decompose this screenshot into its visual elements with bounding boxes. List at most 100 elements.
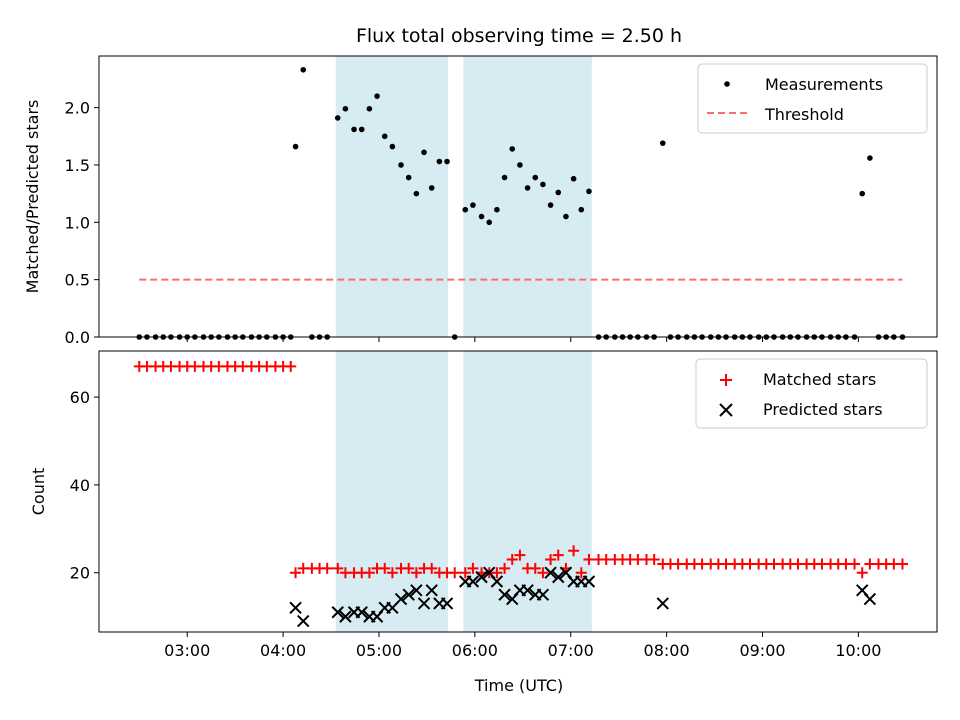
measurement-point bbox=[342, 105, 349, 112]
legend-label-predicted: Predicted stars bbox=[763, 400, 883, 419]
measurement-point bbox=[334, 115, 341, 121]
y-tick-label: 0.5 bbox=[65, 271, 90, 290]
x-tick-label: 10:00 bbox=[835, 641, 881, 660]
measurement-point bbox=[547, 202, 554, 208]
matched-stars-point bbox=[514, 549, 526, 561]
matched-stars-point bbox=[321, 562, 333, 574]
measurement-point bbox=[405, 174, 412, 181]
x-tick-label: 04:00 bbox=[260, 641, 306, 660]
count-legend-box bbox=[695, 358, 928, 429]
x-tick-label: 05:00 bbox=[356, 641, 402, 660]
measurement-point bbox=[555, 189, 562, 196]
predicted-stars-point bbox=[582, 575, 596, 588]
measurement-point bbox=[398, 162, 404, 168]
measurement-point bbox=[358, 126, 365, 133]
x-tick-label: 07:00 bbox=[548, 641, 594, 660]
matched-stars-point bbox=[290, 567, 302, 579]
measurement-point bbox=[867, 155, 873, 161]
measurement-point bbox=[421, 149, 427, 156]
measurement-point bbox=[517, 162, 523, 168]
predicted-stars-point bbox=[552, 570, 565, 584]
measurement-point bbox=[374, 93, 380, 99]
predicted-stars-point bbox=[417, 597, 431, 610]
measurement-point bbox=[563, 213, 569, 220]
measurement-point bbox=[659, 140, 666, 146]
legend-label-measurements: Measurements bbox=[765, 75, 883, 94]
measurement-point bbox=[413, 190, 420, 197]
legend-label-matched: Matched stars bbox=[763, 370, 876, 389]
legend-label-threshold: Threshold bbox=[764, 105, 844, 124]
y-tick-label: 0.0 bbox=[65, 328, 90, 347]
matched-stars-point bbox=[491, 567, 503, 579]
measurement-point bbox=[524, 185, 531, 191]
measurement-point bbox=[486, 219, 493, 226]
measurement-point bbox=[586, 188, 592, 195]
matched-stars-point bbox=[568, 545, 580, 557]
matched-stars-point bbox=[499, 562, 511, 574]
predicted-stars-point bbox=[339, 610, 352, 623]
predicted-stars-point bbox=[410, 584, 423, 597]
matched-stars-point bbox=[332, 562, 344, 574]
predicted-stars-point bbox=[475, 570, 488, 584]
matched-stars-point bbox=[856, 567, 868, 579]
legend-marker-predicted bbox=[719, 403, 733, 417]
measurement-point bbox=[578, 206, 585, 213]
x-tick-label: 08:00 bbox=[644, 641, 690, 660]
predicted-stars-point bbox=[425, 584, 438, 597]
legend-marker-matched bbox=[720, 374, 732, 386]
chart-title: Flux total observing time = 2.50 h bbox=[356, 25, 682, 47]
matched-stars-point bbox=[583, 554, 595, 566]
predicted-stars-point bbox=[394, 592, 408, 606]
y-tick-label: 2.0 bbox=[65, 99, 90, 118]
matched-stars-point bbox=[426, 562, 438, 574]
measurement-point bbox=[462, 206, 469, 213]
measurement-point bbox=[436, 158, 443, 165]
predicted-stars-point bbox=[402, 588, 415, 601]
ratio-legend-box bbox=[697, 63, 928, 134]
measurement-point bbox=[478, 213, 485, 220]
x-tick-label: 09:00 bbox=[739, 641, 785, 660]
predicted-stars-point bbox=[466, 575, 480, 588]
matched-stars-point bbox=[449, 567, 461, 579]
observing-window-band bbox=[335, 56, 449, 337]
predicted-stars-point bbox=[863, 592, 877, 606]
count-panel-frame bbox=[98, 350, 938, 633]
measurement-point bbox=[428, 185, 435, 191]
matched-stars-point bbox=[575, 567, 587, 579]
matched-stars-point bbox=[849, 558, 861, 570]
observing-window-band bbox=[463, 56, 592, 337]
measurement-point bbox=[381, 133, 388, 140]
matched-stars-point bbox=[459, 567, 471, 579]
y-tick-label: 1.5 bbox=[65, 156, 90, 175]
matched-stars-point bbox=[363, 567, 375, 579]
matched-stars-point bbox=[506, 554, 518, 566]
matched-stars-point bbox=[529, 562, 541, 574]
measurement-point bbox=[859, 190, 866, 197]
matched-stars-point bbox=[403, 562, 415, 574]
count-legend: Matched stars Predicted stars bbox=[695, 358, 928, 429]
matched-stars-point bbox=[285, 360, 297, 372]
matched-stars-point bbox=[545, 554, 557, 566]
measurement-point bbox=[292, 143, 299, 150]
matched-stars-point bbox=[552, 549, 564, 561]
y-tick-label: 40 bbox=[70, 476, 90, 495]
measurement-point bbox=[351, 126, 357, 133]
predicted-stars-point bbox=[297, 614, 310, 628]
predicted-stars-point bbox=[656, 597, 669, 610]
measurement-point bbox=[570, 175, 577, 182]
predicted-stars-point bbox=[498, 588, 511, 601]
y-tick-label: 60 bbox=[70, 388, 90, 407]
measurement-point bbox=[300, 66, 307, 73]
x-tick-label: 06:00 bbox=[452, 641, 498, 660]
matched-stars-point bbox=[537, 567, 549, 579]
measurement-point bbox=[509, 146, 516, 152]
y-tick-label: 1.0 bbox=[65, 213, 90, 232]
measurement-point bbox=[389, 143, 396, 150]
ratio-y-axis-label: Matched/Predicted stars bbox=[23, 100, 42, 294]
measurement-point bbox=[532, 174, 539, 181]
predicted-stars-point bbox=[521, 584, 534, 597]
measurement-point bbox=[470, 202, 476, 208]
matched-stars-point bbox=[896, 558, 908, 570]
y-tick-label: 20 bbox=[70, 564, 90, 583]
